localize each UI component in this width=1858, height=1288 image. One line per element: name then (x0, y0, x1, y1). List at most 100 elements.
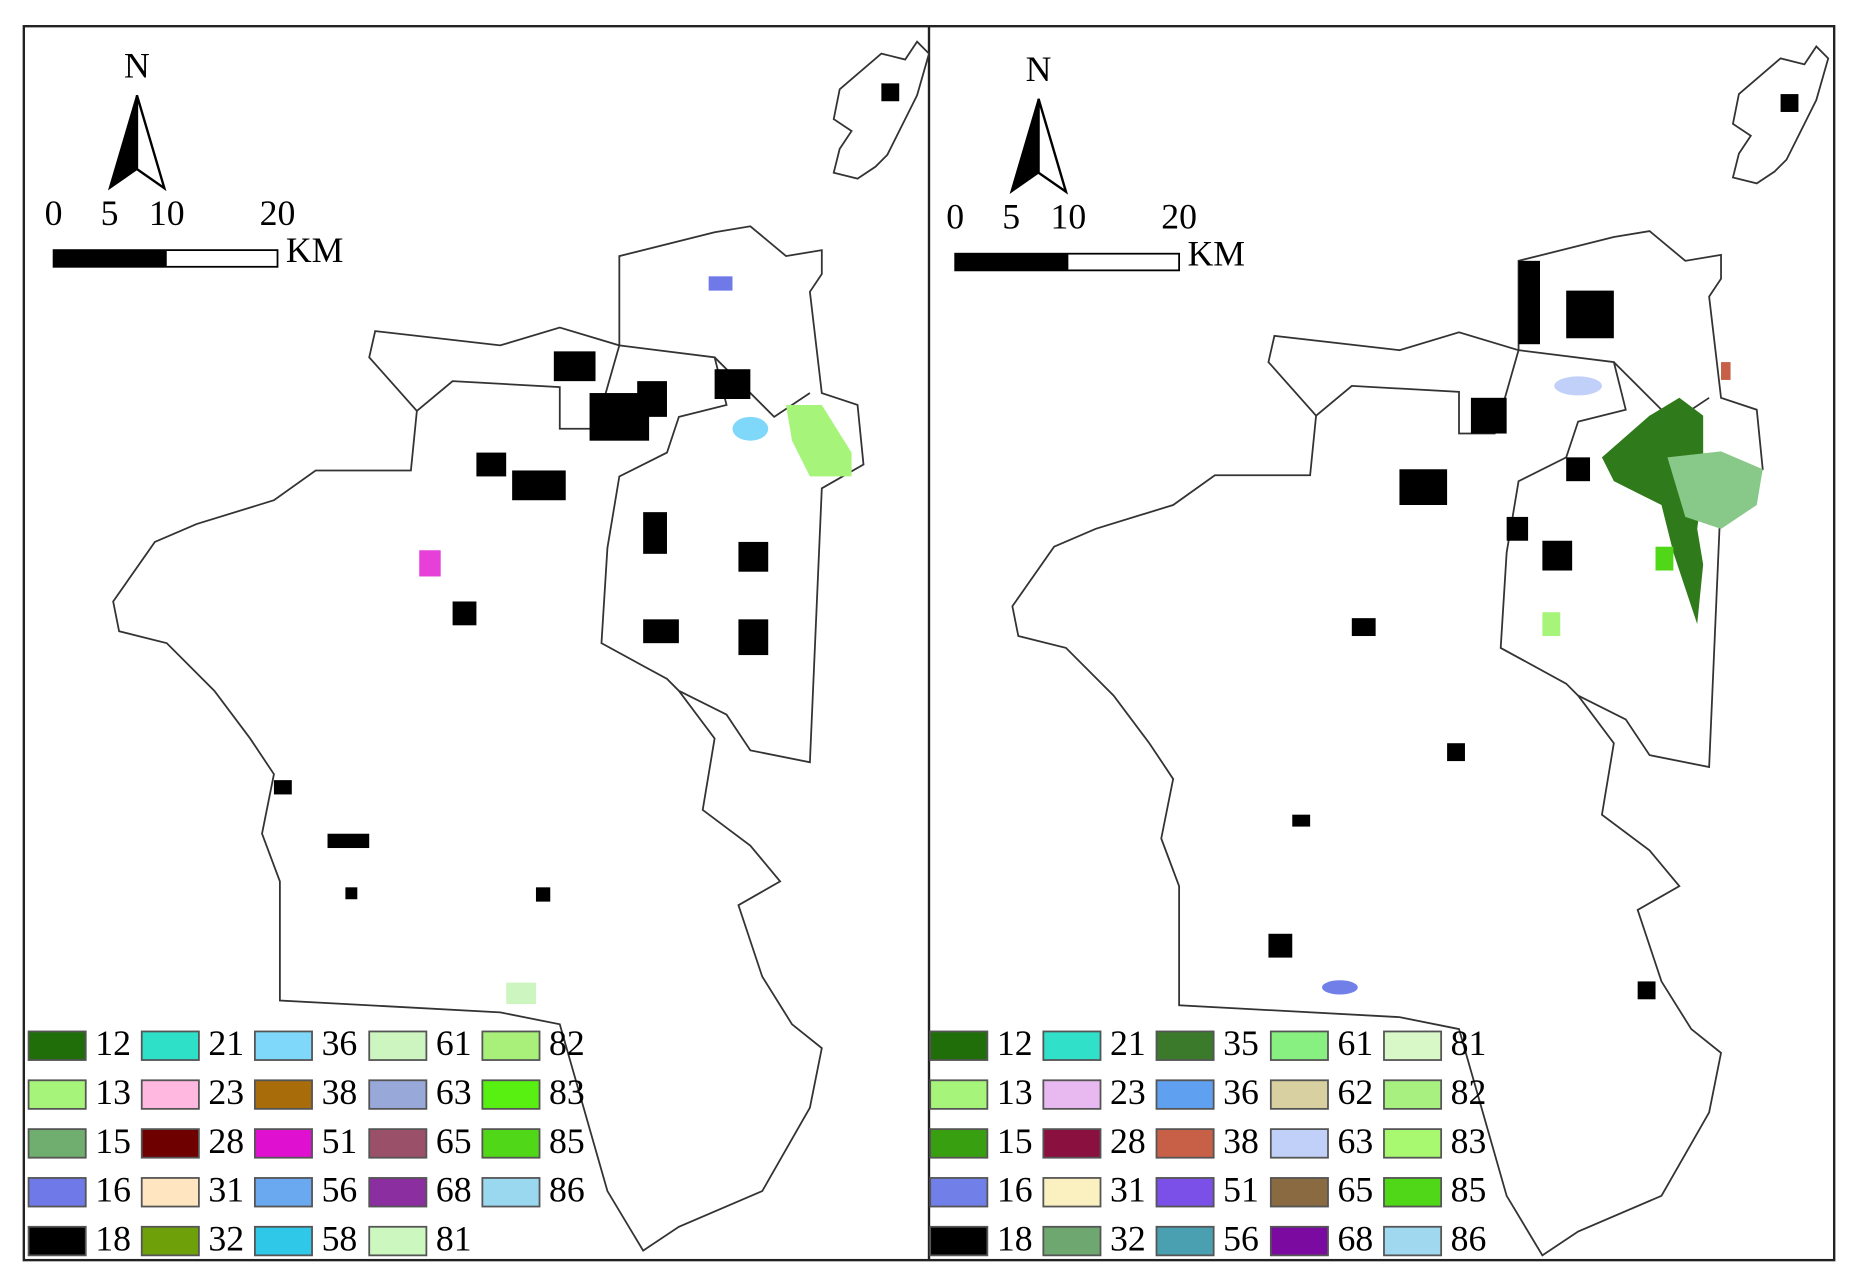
legend-label: 36 (1223, 1072, 1259, 1112)
legend-swatch (368, 1177, 428, 1208)
legend-swatch (253, 1225, 313, 1257)
legend-swatch (140, 1079, 200, 1110)
legend-label: 21 (208, 1023, 244, 1063)
legend-swatch (1269, 1177, 1329, 1208)
legend-label: 32 (208, 1218, 244, 1258)
legend-swatch (1042, 1177, 1102, 1208)
legend-swatch (368, 1030, 428, 1061)
scale-label: 10 (1050, 197, 1086, 237)
legend-label: 65 (436, 1121, 472, 1161)
legend-label: 86 (1451, 1218, 1487, 1258)
scale-label: 5 (101, 193, 119, 233)
legend-label: 23 (208, 1072, 244, 1112)
legend-swatch (1155, 1177, 1215, 1208)
legend-swatch (27, 1177, 87, 1208)
legend-label: 85 (1451, 1170, 1487, 1210)
legend-swatch (1155, 1128, 1215, 1159)
scale-bar-black (955, 253, 1069, 271)
legend-swatch (1042, 1030, 1102, 1061)
legend-swatch (1042, 1079, 1102, 1110)
legend-swatch (27, 1128, 87, 1159)
legend-swatch (481, 1030, 541, 1061)
legend-label: 68 (1338, 1218, 1374, 1258)
legend-swatch (1383, 1128, 1443, 1159)
legend-swatch (1383, 1030, 1443, 1061)
legend-swatch (1155, 1225, 1215, 1257)
legend-label: 16 (95, 1170, 131, 1210)
legend-swatch (929, 1177, 989, 1208)
legend-label: 51 (322, 1121, 358, 1161)
legend-label: 18 (997, 1218, 1033, 1258)
legend-swatch (1269, 1225, 1329, 1257)
legend-swatch (27, 1079, 87, 1110)
legend-swatch (368, 1225, 428, 1257)
annotations: N0 5 10 20KM1213151618212328313236385156586… (27, 45, 1487, 1258)
legend-label: 61 (1338, 1023, 1374, 1063)
legend-label: 28 (208, 1121, 244, 1161)
legend-swatch (1155, 1030, 1215, 1061)
scale-label: 0 (946, 197, 964, 237)
legend-label: 32 (1110, 1218, 1146, 1258)
legend-label: 86 (549, 1170, 585, 1210)
legend-label: 12 (95, 1023, 131, 1063)
legend-swatch (140, 1128, 200, 1159)
north-arrow-right (1037, 98, 1069, 195)
north-label: N (1026, 49, 1052, 89)
legend-label: 31 (1110, 1170, 1146, 1210)
legend-swatch (929, 1030, 989, 1061)
legend-swatch (1269, 1128, 1329, 1159)
legend-label: 81 (1451, 1023, 1487, 1063)
legend-label: 16 (997, 1170, 1033, 1210)
legend-label: 61 (436, 1023, 472, 1063)
scale-label: 20 (260, 193, 296, 233)
legend-swatch (253, 1128, 313, 1159)
legend-swatch (140, 1177, 200, 1208)
legend-label: 68 (436, 1170, 472, 1210)
legend-swatch (1155, 1079, 1215, 1110)
legend-label: 81 (436, 1218, 472, 1258)
legend-swatch (368, 1128, 428, 1159)
legend-swatch (1383, 1177, 1443, 1208)
north-arrow-right (135, 94, 167, 192)
legend-swatch (27, 1030, 87, 1061)
scale-label: 20 (1161, 197, 1197, 237)
legend-swatch (27, 1225, 87, 1257)
scale-unit: KM (1187, 233, 1245, 273)
legend-label: 62 (1338, 1072, 1374, 1112)
scale-unit: KM (286, 230, 344, 270)
scale-label: 5 (1002, 197, 1020, 237)
legend-label: 56 (1223, 1218, 1259, 1258)
legend-label: 82 (1451, 1072, 1487, 1112)
legend-label: 21 (1110, 1023, 1146, 1063)
north-label: N (124, 45, 150, 85)
legend-label: 38 (1223, 1121, 1259, 1161)
legend-swatch (481, 1177, 541, 1208)
legend-swatch (1042, 1128, 1102, 1159)
legend-swatch (929, 1225, 989, 1257)
map-left (112, 40, 930, 1252)
legend-swatch (481, 1128, 541, 1159)
legend-label: 85 (549, 1121, 585, 1161)
legend-label: 23 (1110, 1072, 1146, 1112)
legend-label: 15 (95, 1121, 131, 1161)
scale-label: 10 (149, 193, 185, 233)
legend-swatch (140, 1030, 200, 1061)
legend-label: 51 (1223, 1170, 1259, 1210)
legend-label: 56 (322, 1170, 358, 1210)
legend-swatch (1383, 1225, 1443, 1257)
legend-label: 13 (997, 1072, 1033, 1112)
legend-swatch (253, 1177, 313, 1208)
legend-label: 38 (322, 1072, 358, 1112)
legend-swatch (929, 1128, 989, 1159)
legend-swatch (253, 1030, 313, 1061)
legend-swatch (1269, 1079, 1329, 1110)
legend-swatch (140, 1225, 200, 1257)
legend-label: 63 (436, 1072, 472, 1112)
legend-swatch (368, 1079, 428, 1110)
legend-label: 63 (1338, 1121, 1374, 1161)
legend-label: 12 (997, 1023, 1033, 1063)
legend-label: 28 (1110, 1121, 1146, 1161)
legend-label: 83 (1451, 1121, 1487, 1161)
